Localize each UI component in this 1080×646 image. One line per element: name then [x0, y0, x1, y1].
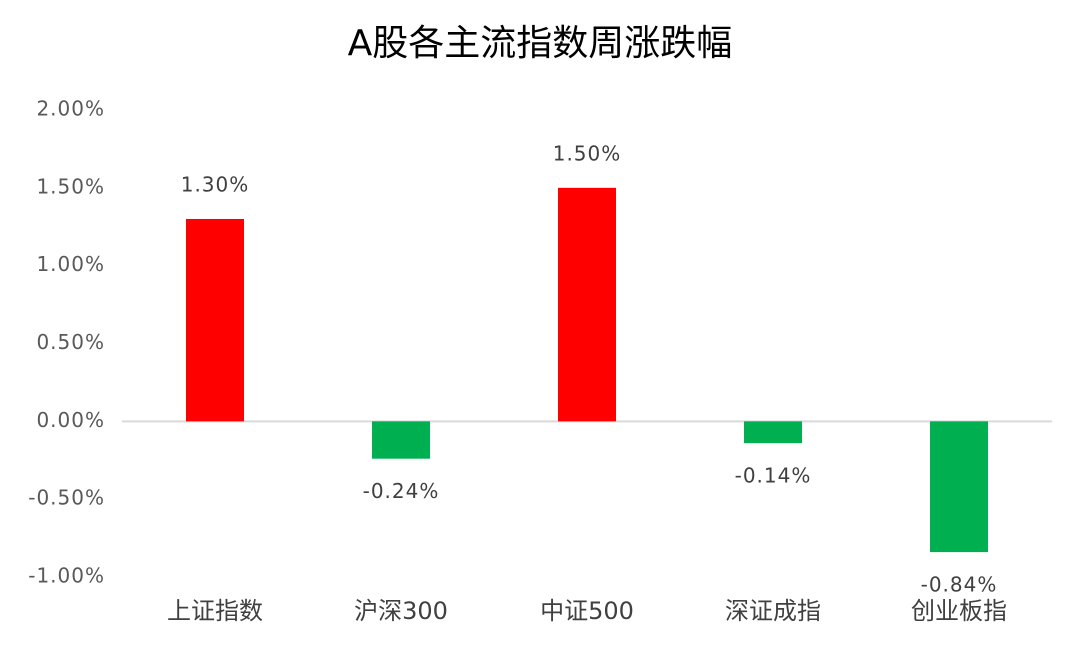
value-label: -0.24% — [363, 479, 440, 503]
bar — [372, 421, 430, 459]
x-tick-label: 沪深300 — [354, 597, 448, 625]
value-label: 1.30% — [181, 172, 250, 196]
y-tick-label: 0.50% — [36, 330, 105, 354]
x-tick-label: 深证成指 — [725, 597, 821, 625]
x-tick-label: 创业板指 — [911, 597, 1007, 625]
bar — [744, 421, 802, 444]
value-label: 1.50% — [553, 141, 622, 165]
x-tick-label: 中证500 — [540, 597, 634, 625]
y-tick-label: 0.00% — [36, 408, 105, 432]
value-label: -0.14% — [735, 464, 812, 488]
y-tick-label: 1.00% — [36, 252, 105, 276]
y-tick-label: -0.50% — [28, 486, 105, 510]
chart-title: A股各主流指数周涨跌幅 — [348, 23, 733, 64]
bar — [558, 187, 616, 422]
y-tick-label: 2.00% — [36, 97, 105, 121]
x-tick-label: 上证指数 — [167, 597, 263, 625]
bar — [930, 421, 988, 553]
value-label: -0.84% — [921, 573, 998, 597]
y-tick-label: -1.00% — [28, 564, 105, 588]
bar — [186, 218, 244, 422]
y-tick-label: 1.50% — [36, 174, 105, 198]
